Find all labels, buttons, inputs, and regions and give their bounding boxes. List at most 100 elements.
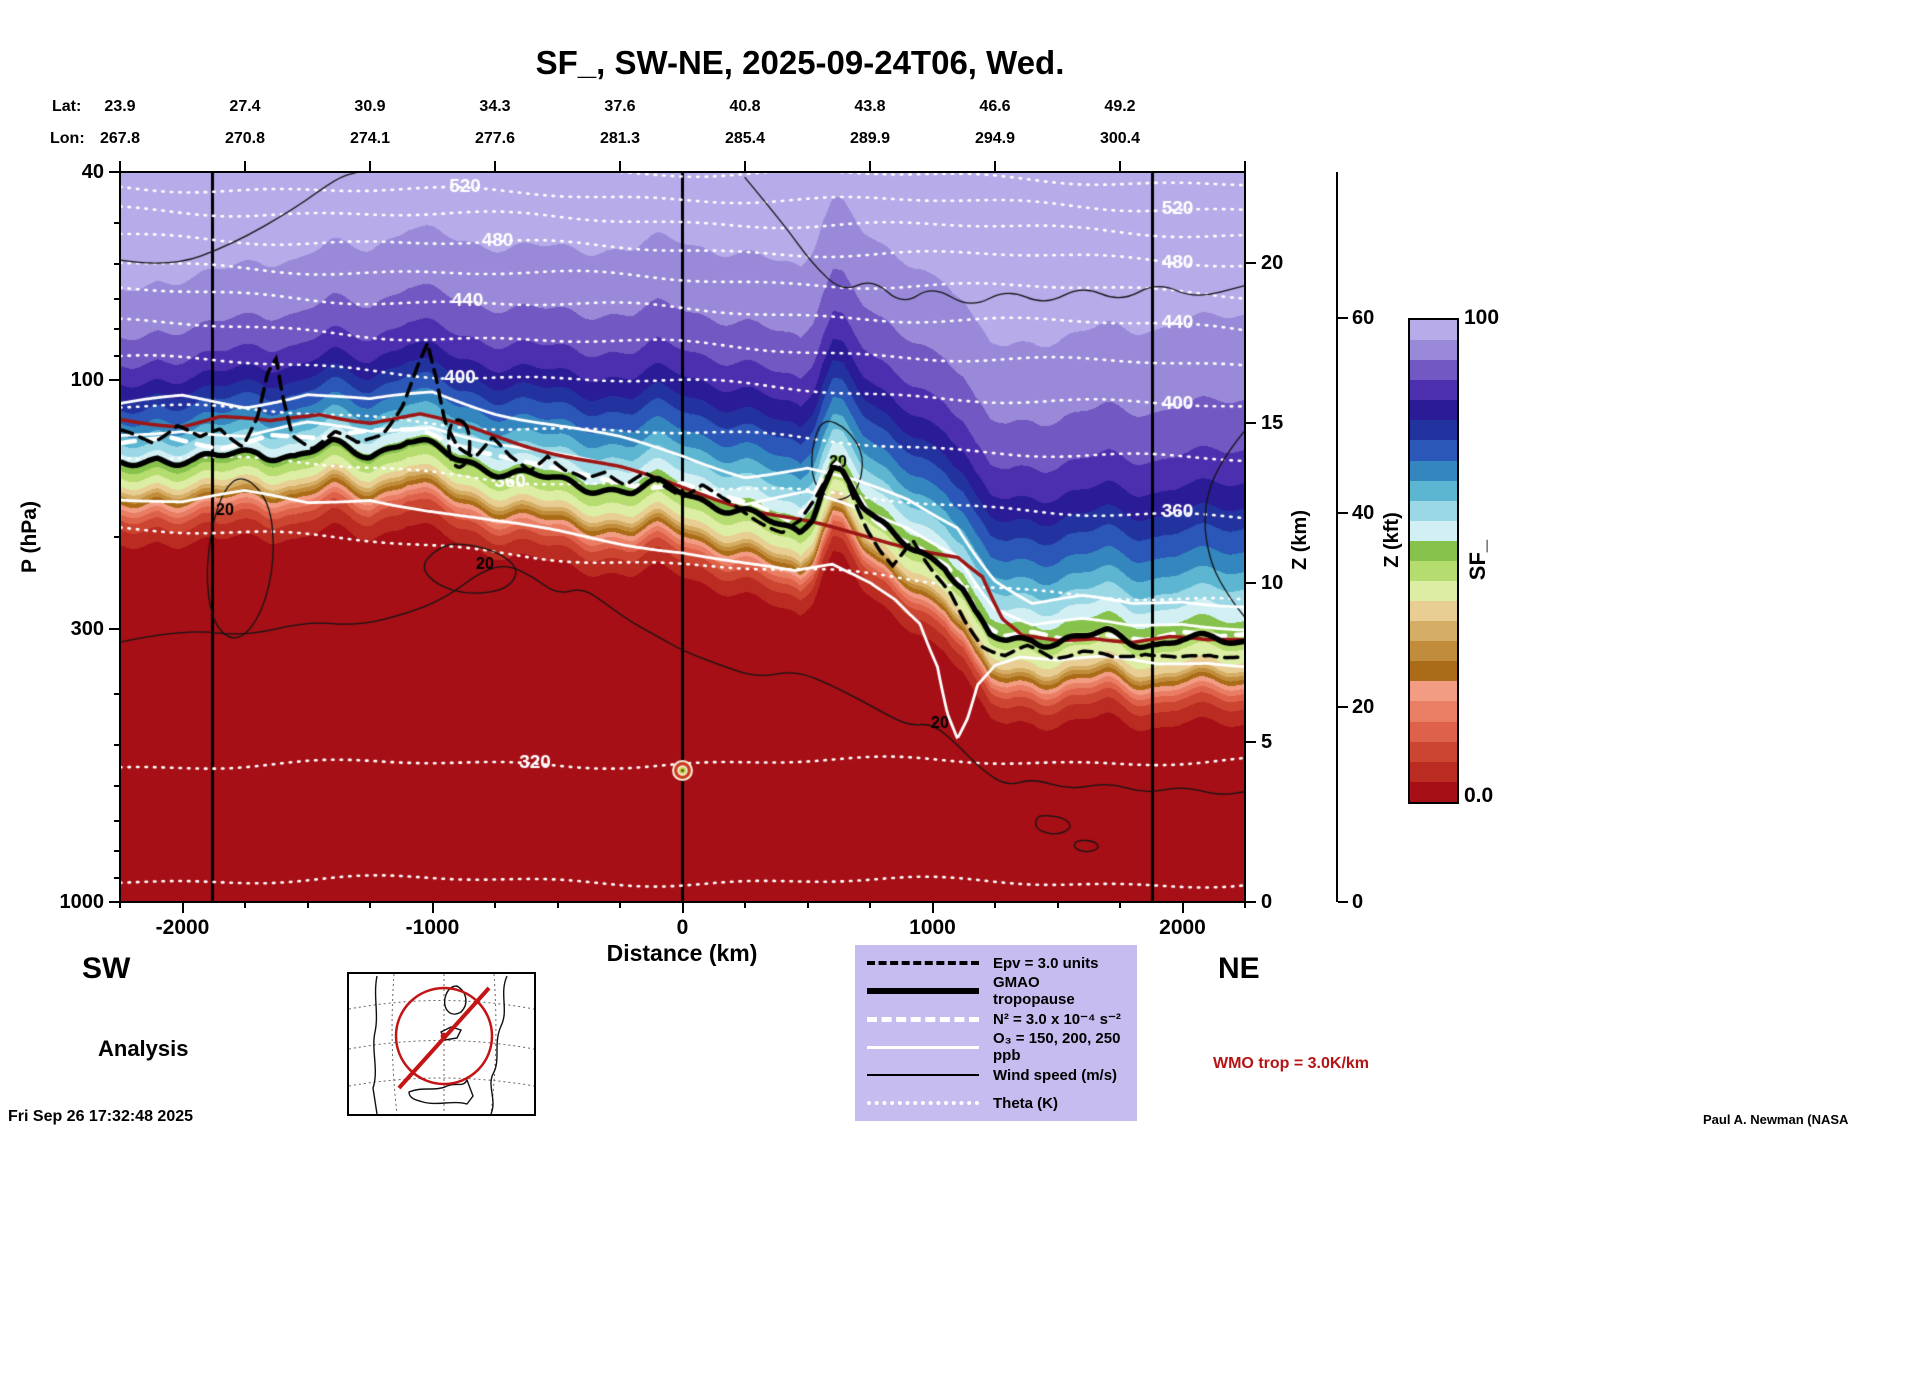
pressure-minor-tick <box>114 262 120 265</box>
pressure-tick-label: 300 <box>70 617 104 640</box>
pressure-tick <box>109 378 120 381</box>
colorbar-segment <box>1410 741 1457 762</box>
map-inset <box>347 972 536 1116</box>
pressure-minor-tick <box>114 328 120 331</box>
lon-value: 289.9 <box>849 130 891 147</box>
lat-value: 43.8 <box>854 98 886 115</box>
distance-minor-tick <box>556 902 559 908</box>
legend-item-gmao: GMAO tropopause <box>855 974 1137 1008</box>
z-km-tick <box>1245 741 1256 744</box>
z-kft-tick-label: 20 <box>1352 696 1375 719</box>
top-axis-tick <box>369 161 371 172</box>
lat-value: 40.8 <box>729 98 761 115</box>
top-axis-tick <box>494 161 496 172</box>
pressure-minor-tick <box>114 785 120 788</box>
lon-value: 277.6 <box>474 130 516 147</box>
legend-label: O₃ = 150, 200, 250 ppb <box>993 1030 1121 1064</box>
legend-label: GMAO tropopause <box>993 974 1075 1008</box>
colorbar-segment <box>1410 520 1457 541</box>
legend-item-o3: O₃ = 150, 200, 250 ppb <box>855 1030 1137 1064</box>
pressure-minor-tick <box>114 536 120 538</box>
distance-minor-tick <box>119 902 121 908</box>
lat-value: 23.9 <box>104 98 136 115</box>
z-km-tick <box>1245 421 1256 424</box>
lat-value: 37.6 <box>604 98 636 115</box>
wmo-trop-note: WMO trop = 3.0K/km <box>1213 1055 1370 1072</box>
colorbar-segment <box>1410 440 1457 461</box>
lon-value: 300.4 <box>1099 130 1141 147</box>
legend: Epv = 3.0 units GMAO tropopause N² = 3.0… <box>855 945 1137 1121</box>
z-km-tick <box>1245 581 1256 584</box>
z-km-tick <box>1245 262 1256 265</box>
colorbar-segment <box>1410 721 1457 742</box>
lon-value: 294.9 <box>974 130 1016 147</box>
distance-tick <box>1181 902 1184 913</box>
pressure-minor-tick <box>114 877 120 880</box>
pressure-minor-tick <box>114 221 120 224</box>
ne-label: NE <box>1218 952 1260 985</box>
lat-value: 34.3 <box>479 98 511 115</box>
distance-tick <box>431 902 434 913</box>
credit: Paul A. Newman (NASA <box>1703 1112 1849 1127</box>
n2-line-sample <box>867 1016 979 1022</box>
legend-item-theta: Theta (K) <box>855 1089 1137 1117</box>
colorbar-segment <box>1410 460 1457 481</box>
pressure-minor-tick <box>114 693 120 696</box>
distance-tick <box>681 902 684 913</box>
lat-value: 30.9 <box>354 98 386 115</box>
colorbar-segment <box>1410 560 1457 582</box>
colorbar-segment <box>1410 621 1457 642</box>
lon-value: 267.8 <box>99 130 141 147</box>
legend-item-n2: N² = 3.0 x 10⁻⁴ s⁻² <box>855 1005 1137 1033</box>
pressure-minor-tick <box>114 850 120 853</box>
colorbar-segment <box>1410 320 1457 341</box>
pressure-tick-label: 1000 <box>59 891 105 913</box>
legend-item-epv: Epv = 3.0 units <box>855 949 1137 977</box>
z-km-tick-label: 15 <box>1261 411 1284 434</box>
z-km-axis-title: Z (km) <box>1289 510 1311 570</box>
legend-label: Theta (K) <box>993 1094 1058 1112</box>
pressure-minor-tick <box>114 297 120 300</box>
lon-value: 270.8 <box>224 130 266 147</box>
colorbar-segment <box>1410 701 1457 722</box>
lat-value: 49.2 <box>1104 98 1136 115</box>
z-km-tick-label: 0 <box>1261 891 1273 913</box>
pressure-minor-tick <box>114 354 120 357</box>
map-domain-circle <box>394 986 494 1086</box>
distance-minor-tick <box>806 902 809 908</box>
distance-minor-tick <box>1056 902 1059 908</box>
distance-minor-tick <box>744 902 746 908</box>
top-axis-tick <box>869 161 871 172</box>
colorbar-segment <box>1410 340 1457 361</box>
z-kft-tick-label: 60 <box>1352 306 1375 329</box>
top-axis-tick <box>244 161 246 172</box>
top-axis-tick <box>744 161 746 172</box>
distance-minor-tick <box>494 902 496 908</box>
distance-minor-tick <box>306 902 309 908</box>
distance-tick-label: -1000 <box>405 916 460 939</box>
distance-minor-tick <box>1119 902 1121 908</box>
distance-minor-tick <box>244 902 246 908</box>
colorbar-segment <box>1410 360 1457 381</box>
lat-axis-prefix: Lat: <box>52 98 82 115</box>
wind-line-sample <box>867 1074 979 1076</box>
distance-minor-tick <box>369 902 371 908</box>
z-kft-axis-title: Z (kft) <box>1381 512 1403 568</box>
colorbar-segment <box>1410 641 1457 662</box>
epv-line-sample <box>867 961 979 965</box>
colorbar-segment <box>1410 581 1457 602</box>
colorbar-segment <box>1410 681 1457 702</box>
colorbar-segment <box>1410 480 1457 501</box>
distance-tick-label: 0 <box>676 916 689 939</box>
distance-minor-tick <box>994 902 996 908</box>
map-graticule <box>349 974 534 1114</box>
colorbar-segment <box>1410 420 1457 441</box>
lat-value: 46.6 <box>979 98 1011 115</box>
sw-label: SW <box>82 952 131 985</box>
pressure-minor-tick <box>114 820 120 823</box>
gmao-line-sample <box>867 988 979 994</box>
top-axis-tick <box>994 161 996 172</box>
colorbar-segment <box>1410 500 1457 521</box>
pressure-tick-label: 100 <box>70 368 104 391</box>
